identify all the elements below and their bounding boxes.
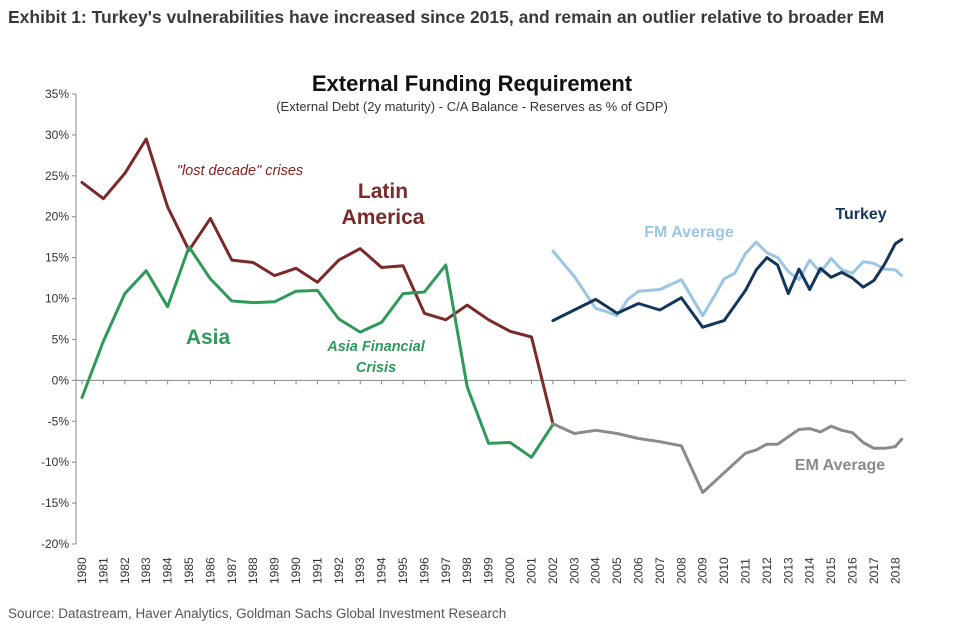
x-tick-label: 1987: [225, 557, 239, 584]
series-line-fm-average: [551, 240, 904, 318]
chart-axes: 35% 30% 25% 20% 15% 10% 5% 0% -5% -10% -15% -20% 198…: [41, 87, 906, 584]
x-tick-label: 2013: [781, 557, 795, 584]
x-tick-label: 2007: [653, 557, 667, 584]
y-tick-label: 0%: [52, 373, 70, 387]
exhibit-title: Exhibit 1: Turkey's vulnerabilities have…: [8, 7, 885, 27]
series-line-turkey: [551, 238, 904, 329]
x-tick-label: 1980: [75, 557, 89, 584]
x-tick-label: 2009: [696, 557, 710, 584]
x-tick-label: 2016: [845, 557, 859, 584]
chart-subtitle: (External Debt (2y maturity) - C/A Balan…: [276, 99, 668, 114]
x-tick-label: 1996: [417, 557, 431, 584]
x-tick-label: 1999: [482, 557, 496, 584]
x-tick-label: 1993: [353, 557, 367, 584]
x-tick-label: 1990: [289, 557, 303, 584]
x-tick-label: 1989: [268, 557, 282, 584]
x-tick-label: 1994: [375, 557, 389, 584]
y-tick-label: -5%: [48, 414, 70, 428]
series-line-latin-america: [80, 137, 555, 426]
x-tick-label: 1995: [396, 557, 410, 584]
x-tick-label: 2014: [803, 557, 817, 584]
x-tick-label: 2006: [631, 557, 645, 584]
x-tick-label: 2005: [610, 557, 624, 584]
series-line-em-average: [551, 422, 904, 494]
x-tick-label: 1992: [332, 557, 346, 584]
x-tick-label: 1983: [139, 557, 153, 584]
source-note: Source: Datastream, Haver Analytics, Gol…: [8, 606, 507, 621]
x-tick-label: 2004: [589, 557, 603, 584]
y-tick-label: -15%: [41, 496, 69, 510]
chart-series: [80, 137, 904, 494]
chart-title: External Funding Requirement: [312, 71, 633, 96]
x-tick-label: 2001: [524, 557, 538, 584]
x-tick-label: 2015: [824, 557, 838, 584]
x-tick-label: 1982: [118, 557, 132, 584]
annotation-crisis: Crisis: [356, 360, 396, 376]
x-tick-label: 1984: [161, 557, 175, 584]
chart-annotations: "lost decade" crises Latin America Asia Asia…: [177, 163, 887, 474]
y-tick-label: -10%: [41, 455, 69, 469]
x-tick-label: 2002: [546, 557, 560, 584]
annotation-asia-financial: Asia Financial: [326, 339, 425, 355]
y-tick-label: 30%: [45, 128, 69, 142]
y-tick-label: 20%: [45, 210, 69, 224]
x-tick-label: 1981: [96, 557, 110, 584]
x-tick-label: 1991: [310, 557, 324, 584]
y-tick-label: 5%: [52, 332, 70, 346]
annotation-latin: Latin: [358, 180, 408, 203]
annotation-asia: Asia: [186, 326, 231, 349]
x-tick-label: 2000: [503, 557, 517, 584]
x-tick-label: 1988: [246, 557, 260, 584]
x-tick-label: 2012: [760, 557, 774, 584]
x-tick-label: 1985: [182, 557, 196, 584]
x-tick-label: 2008: [674, 557, 688, 584]
annotation-em-average: EM Average: [795, 457, 886, 474]
x-tick-label: 2011: [738, 558, 752, 584]
x-tick-label: 1998: [460, 557, 474, 584]
x-tick-label: 1997: [439, 557, 453, 584]
series-line-asia: [80, 245, 555, 459]
x-tick-label: 2003: [567, 557, 581, 584]
x-tick-label: 2017: [867, 557, 881, 584]
annotation-fm-average: FM Average: [644, 224, 734, 241]
y-tick-label: 10%: [45, 292, 69, 306]
annotation-lost-decade: "lost decade" crises: [177, 163, 303, 179]
y-tick-label: -20%: [41, 537, 69, 551]
x-tick-label: 2010: [717, 557, 731, 584]
annotation-turkey: Turkey: [835, 206, 886, 223]
y-tick-label: 15%: [45, 251, 69, 265]
y-tick-label: 35%: [45, 87, 69, 101]
x-tick-label: 1986: [203, 557, 217, 584]
x-tick-label: 2018: [888, 557, 902, 584]
annotation-america: America: [342, 206, 425, 229]
y-tick-label: 25%: [45, 169, 69, 183]
